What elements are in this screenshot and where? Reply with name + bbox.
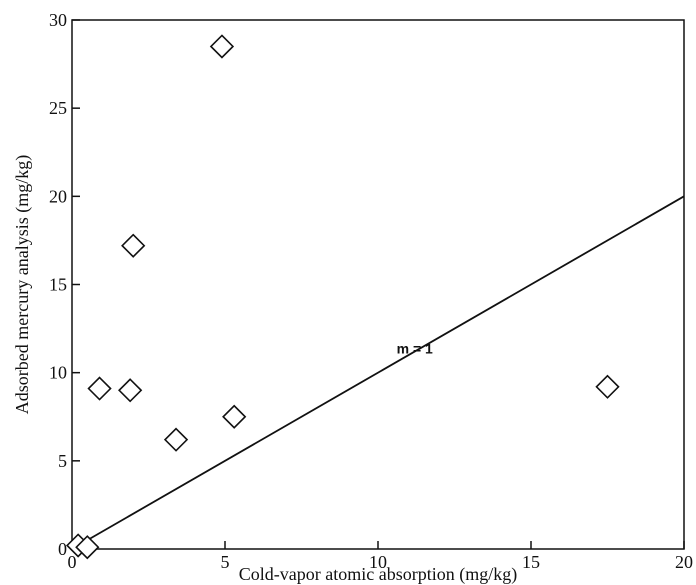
y-tick-label: 10 [49, 363, 67, 383]
data-point [121, 233, 146, 258]
y-tick-label: 0 [58, 539, 67, 559]
x-tick-label: 20 [675, 552, 693, 572]
x-axis-title: Cold-vapor atomic absorption (mg/kg) [239, 564, 517, 585]
x-tick-label: 10 [369, 552, 387, 572]
axis-ticks [71, 19, 685, 550]
reference-line-group [71, 195, 685, 550]
y-tick-label: 15 [49, 275, 67, 295]
reference-line [71, 195, 685, 550]
plot-border [71, 19, 685, 550]
data-point [75, 535, 100, 560]
plot-frame [71, 19, 685, 550]
data-point [87, 376, 112, 401]
y-tick-label: 30 [49, 10, 67, 30]
axis-tick-labels: 0 5 10 15 20 0 5 10 15 20 25 30 [49, 10, 693, 572]
y-tick-label: 5 [58, 451, 67, 471]
x-tick-label: 15 [522, 552, 540, 572]
data-point [118, 378, 143, 403]
x-tick-label: 5 [221, 552, 230, 572]
data-point [209, 34, 235, 59]
data-points [65, 34, 620, 560]
slope-annotation: m = 1 [397, 340, 433, 356]
data-point [595, 374, 620, 399]
data-point [163, 427, 189, 452]
annotations: m = 1 [397, 340, 433, 356]
data-point [222, 404, 247, 429]
y-axis-title: Adsorbed mercury analysis (mg/kg) [12, 155, 33, 414]
y-tick-label: 25 [49, 98, 67, 118]
y-tick-label: 20 [49, 186, 67, 206]
x-tick-label: 0 [68, 552, 77, 572]
